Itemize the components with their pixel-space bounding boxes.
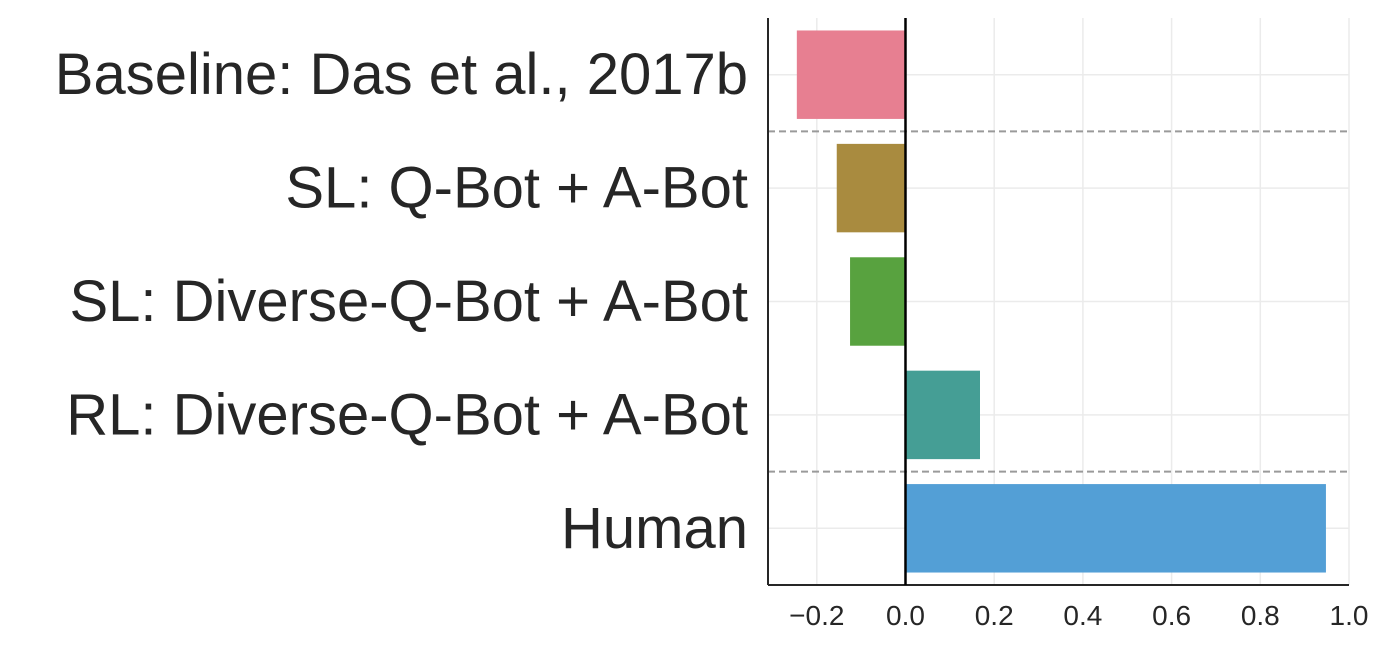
bar [905, 484, 1326, 573]
axes [767, 18, 1349, 586]
bars [796, 30, 1326, 573]
x-tick-label: 0.6 [1152, 600, 1191, 631]
category-labels: Baseline: Das et al., 2017b SL: Q-Bot + A… [55, 42, 748, 561]
x-tick-label: 0.2 [975, 600, 1014, 631]
x-tick-label: 0.4 [1063, 600, 1102, 631]
bar [836, 143, 906, 233]
category-label: RL: Diverse-Q-Bot + A-Bot [66, 382, 748, 447]
group-separators [768, 130, 1349, 473]
bar [905, 370, 980, 460]
x-tick-label: 0.0 [886, 600, 925, 631]
x-tick-label: 1.0 [1330, 600, 1369, 631]
category-label: SL: Diverse-Q-Bot + A-Bot [69, 269, 748, 334]
category-label: SL: Q-Bot + A-Bot [285, 156, 748, 221]
x-tick-label: 0.8 [1241, 600, 1280, 631]
bar [850, 257, 906, 346]
bar [796, 30, 906, 119]
x-tick-labels: −0.2 0.0 0.2 0.4 0.6 0.8 1.0 [789, 600, 1368, 631]
x-tick-label: −0.2 [789, 600, 844, 631]
category-label: Human [561, 496, 748, 561]
category-label: Baseline: Das et al., 2017b [55, 42, 748, 107]
